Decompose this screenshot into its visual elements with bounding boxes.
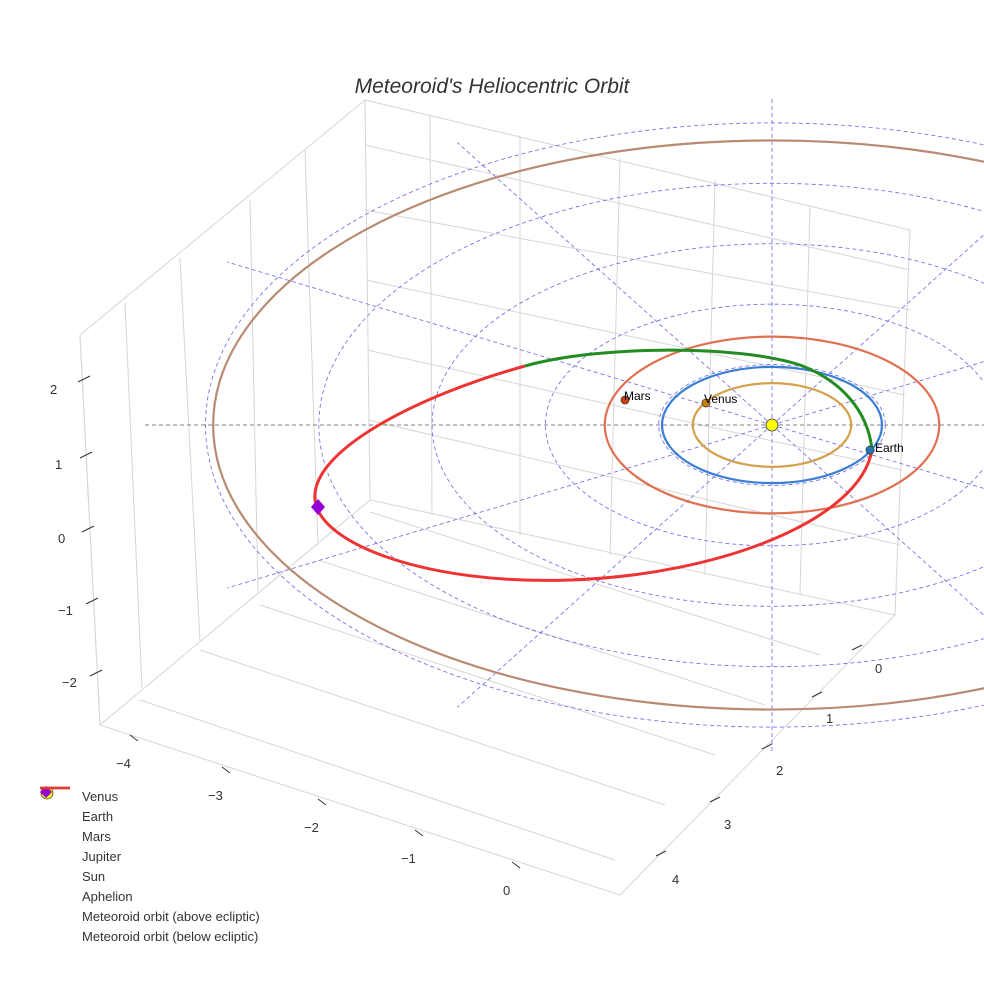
z-tick-label: 2 [50, 382, 58, 397]
label-mars: Mars [624, 389, 651, 403]
legend-item[interactable]: Aphelion [40, 786, 260, 906]
mars-marker[interactable] [620, 395, 630, 405]
meteoroid-orbit-above [524, 348, 874, 451]
orbit-mars [603, 335, 941, 515]
polar-grid [142, 98, 984, 752]
legend-label: Aphelion [82, 888, 133, 904]
earth-marker[interactable] [865, 445, 875, 455]
y-tick-label: 0 [875, 661, 883, 676]
polar-ring [431, 243, 984, 607]
x-tick-label: −4 [116, 756, 131, 771]
polar-spoke [457, 142, 773, 426]
x-tick-label: −3 [208, 788, 223, 803]
legend-label: Jupiter [82, 848, 122, 864]
y-tick-label: 1 [826, 711, 834, 726]
polar-spoke [771, 424, 984, 616]
legend-label: Meteoroid orbit (below ecliptic) [82, 928, 259, 944]
legend-item[interactable]: Earth [40, 787, 260, 826]
x-tick-label: 0 [503, 883, 511, 898]
label-venus: Venus [704, 392, 738, 406]
legend: Venus Earth Mars Jupiter Sun Aphelion Meteoroi… [40, 786, 260, 946]
legend-label: Earth [82, 808, 114, 824]
legend-label: Meteoroid orbit (above ecliptic) [82, 908, 260, 924]
polar-spoke [226, 261, 773, 426]
z-tick-label: −2 [62, 675, 77, 690]
legend-item[interactable]: Venus [40, 786, 260, 806]
chart-title: Meteoroid's Heliocentric Orbit [354, 75, 630, 98]
legend-item[interactable]: Meteoroid orbit (above ecliptic) [40, 786, 260, 926]
meteoroid-orbit-below [313, 364, 874, 582]
orbit-jupiter [212, 139, 984, 711]
legend-item[interactable]: Jupiter [40, 787, 260, 866]
polar-spoke [226, 424, 773, 589]
aphelion-marker[interactable] [311, 499, 325, 515]
axis-box [79, 99, 911, 896]
x-tick-label: −2 [304, 820, 319, 835]
legend-label: Mars [82, 828, 111, 844]
orbit-earth [660, 365, 884, 485]
orbit-venus [691, 382, 853, 468]
label-earth: Earth [875, 441, 904, 455]
legend-label: Venus [82, 788, 119, 804]
y-tick-label: 3 [724, 817, 732, 832]
legend-item[interactable]: Sun [40, 786, 260, 886]
z-tick-label: 0 [58, 531, 66, 546]
legend-label: Sun [82, 868, 106, 884]
legend-item[interactable]: Meteoroid orbit (below ecliptic) [40, 786, 260, 946]
tick-marks [77, 375, 863, 869]
y-tick-label: 4 [672, 872, 680, 887]
polar-spoke [457, 424, 773, 708]
venus-marker[interactable] [701, 398, 711, 408]
sun-marker[interactable] [765, 418, 779, 432]
polar-spoke [771, 424, 984, 489]
z-tick-label: 1 [55, 457, 63, 472]
legend-item[interactable]: Mars [40, 787, 260, 846]
x-tick-label: −1 [401, 851, 416, 866]
z-tick-label: −1 [58, 603, 73, 618]
planet-orbits [212, 139, 984, 711]
polar-spoke [771, 361, 984, 426]
polar-spoke [771, 234, 984, 426]
y-tick-label: 2 [776, 763, 784, 778]
